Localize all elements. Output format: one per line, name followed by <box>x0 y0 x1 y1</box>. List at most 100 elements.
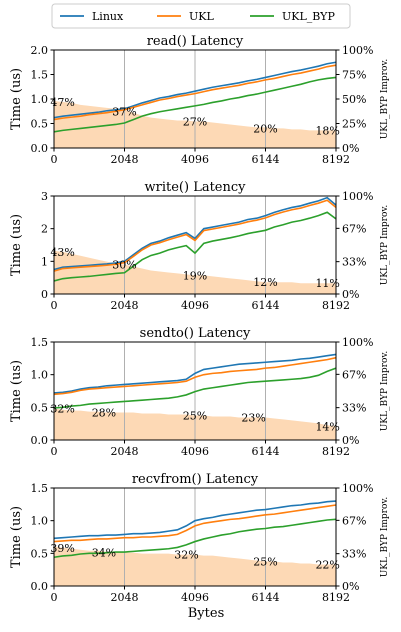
x-tick-label: 4096 <box>181 445 209 458</box>
x-tick-label: 2048 <box>111 299 139 312</box>
improvement-annotation: 12% <box>253 276 277 289</box>
series-line-ukl-byp <box>53 76 337 133</box>
y2-tick-label: 100% <box>342 190 373 203</box>
y-tick-label: 0.0 <box>31 434 49 447</box>
panel-readlatency: read() Latency 0 2048 4096 6144 8192 0.0 0.5 1.0… <box>9 34 390 166</box>
y2-tick-label: 100% <box>342 336 373 349</box>
x-tick-label: 6144 <box>252 153 280 166</box>
improvement-annotation: 30% <box>112 259 136 272</box>
y-tick-label: 0.0 <box>31 580 49 593</box>
series-line-linux <box>53 196 337 271</box>
panel-title: read() Latency <box>147 34 244 49</box>
y2-tick-label: 25% <box>342 118 366 131</box>
improvement-annotation: 14% <box>315 420 339 433</box>
y2-axis-label: UKL_BYP Improv. <box>380 205 390 286</box>
y-tick-label: 1.0 <box>31 93 49 106</box>
series-line-ukl <box>53 504 337 543</box>
improvement-annotation: 23% <box>241 411 265 424</box>
y-tick-label: 1.5 <box>31 69 49 82</box>
improvement-annotation: 22% <box>315 558 339 571</box>
x-tick-label: 4096 <box>181 591 209 604</box>
y2-tick-label: 33% <box>342 548 366 561</box>
x-tick-label: 2048 <box>111 591 139 604</box>
y-axis-label: Time (us) <box>9 506 24 568</box>
x-tick-label: 6144 <box>252 299 280 312</box>
y2-axis-label: UKL_BYP Improv. <box>380 59 390 140</box>
y-tick-label: 0.0 <box>31 142 49 155</box>
y-tick-label: 2.0 <box>31 44 49 57</box>
series-line-ukl <box>53 199 337 272</box>
improvement-annotation: 18% <box>315 124 339 137</box>
improvement-annotation: 28% <box>92 407 116 420</box>
improvement-annotation: 32% <box>50 403 74 416</box>
improvement-annotation: 34% <box>92 547 116 560</box>
series-line-ukl-byp <box>53 211 337 282</box>
panel-title: recvfrom() Latency <box>132 472 259 487</box>
y-tick-label: 2 <box>41 223 48 236</box>
improvement-annotation: 25% <box>253 556 277 569</box>
panel-title: sendto() Latency <box>140 326 251 341</box>
y-tick-label: 1.0 <box>31 369 49 382</box>
y2-tick-label: 50% <box>342 93 366 106</box>
series-line-ukl <box>53 356 337 396</box>
x-tick-label: 4096 <box>181 299 209 312</box>
x-tick-label: 0 <box>51 153 58 166</box>
y-tick-label: 1.5 <box>31 336 49 349</box>
improvement-annotation: 32% <box>174 549 198 562</box>
panel-sendtolatency: sendto() Latency 0 2048 4096 6144 8192 0.0 0.5 1… <box>9 326 390 458</box>
improvement-annotation: 20% <box>253 122 277 135</box>
improvement-annotation: 11% <box>315 277 339 290</box>
x-tick-label: 0 <box>51 591 58 604</box>
y-tick-label: 1.5 <box>31 482 49 495</box>
legend-label-ukl_byp: UKL_BYP <box>282 10 335 23</box>
series-line-ukl <box>53 64 337 121</box>
y2-tick-label: 100% <box>342 44 373 57</box>
x-tick-label: 8192 <box>322 445 350 458</box>
y2-tick-label: 67% <box>342 368 366 381</box>
improvement-annotation: 19% <box>183 269 207 282</box>
y-axis-label: Time (us) <box>9 214 24 276</box>
improvement-annotation: 47% <box>50 96 74 109</box>
improvement-annotation: 39% <box>50 542 74 555</box>
y-tick-label: 0.5 <box>31 547 49 560</box>
y-tick-label: 1 <box>41 255 48 268</box>
y2-tick-label: 67% <box>342 222 366 235</box>
x-tick-label: 8192 <box>322 153 350 166</box>
series-line-linux <box>53 500 337 540</box>
y2-tick-label: 100% <box>342 482 373 495</box>
y-tick-label: 3 <box>41 190 48 203</box>
legend-label-linux: Linux <box>92 10 124 23</box>
x-tick-label: 6144 <box>252 445 280 458</box>
y2-tick-label: 0% <box>342 142 359 155</box>
x-tick-label: 2048 <box>111 153 139 166</box>
improvement-annotation: 25% <box>183 410 207 423</box>
x-tick-label: 8192 <box>322 299 350 312</box>
panel-title: write() Latency <box>145 180 247 195</box>
chart-panels: read() Latency 0 2048 4096 6144 8192 0.0 0.5 1.0… <box>9 34 390 604</box>
y-axis-label: Time (us) <box>9 360 24 422</box>
legend-label-ukl: UKL <box>189 10 214 23</box>
legend-frame <box>51 3 351 29</box>
improvement-annotation: 37% <box>112 106 136 119</box>
y2-axis-label: UKL_BYP Improv. <box>380 351 390 432</box>
y2-tick-label: 75% <box>342 69 366 82</box>
y-axis-label: Time (us) <box>9 68 24 130</box>
y2-tick-label: 33% <box>342 256 366 269</box>
panel-recvfromlatency: recvfrom() Latency 0 2048 4096 6144 8192 0.0 0.… <box>9 472 390 604</box>
x-tick-label: 6144 <box>252 591 280 604</box>
x-tick-label: 0 <box>51 299 58 312</box>
x-axis-label: Bytes <box>188 606 225 621</box>
y-tick-label: 0 <box>41 288 48 301</box>
y2-tick-label: 33% <box>342 402 366 415</box>
x-tick-label: 2048 <box>111 445 139 458</box>
y2-tick-label: 0% <box>342 434 359 447</box>
x-tick-label: 8192 <box>322 591 350 604</box>
x-tick-label: 0 <box>51 445 58 458</box>
series-line-linux <box>53 61 337 119</box>
y-tick-label: 0.5 <box>31 401 49 414</box>
series-line-linux <box>53 353 337 394</box>
y-tick-label: 1.0 <box>31 515 49 528</box>
series-line-ukl-byp <box>53 367 337 409</box>
y2-tick-label: 0% <box>342 288 359 301</box>
